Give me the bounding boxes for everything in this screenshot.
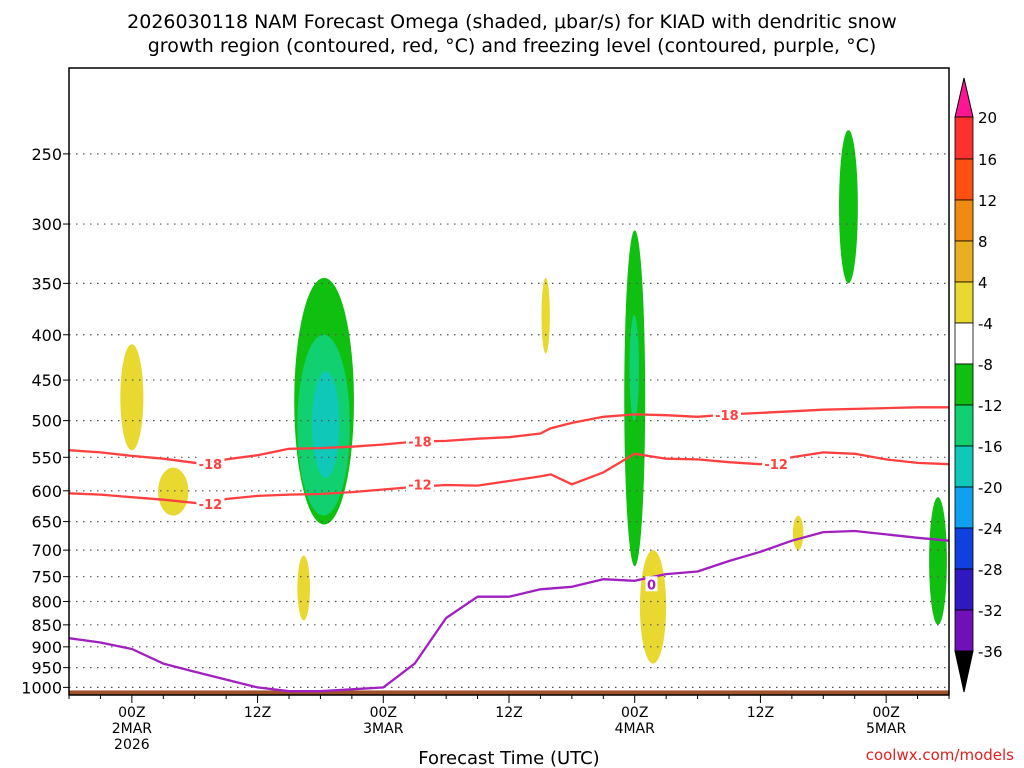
x-tick-label-2-2: 3MAR [363, 721, 404, 737]
y-tick-label-700: 700 [31, 541, 62, 560]
colorbar-tick-13: -36 [978, 643, 1003, 661]
y-tick-label-850: 850 [31, 616, 62, 635]
colorbar-segment-0 [954, 116, 974, 160]
y-tick-label-450: 450 [31, 371, 62, 390]
y-tick-label-950: 950 [31, 659, 62, 678]
colorbar-segment-6 [954, 363, 974, 406]
contour-label-1: -18 [408, 436, 432, 451]
x-tick-label-4-1: 00Z [621, 705, 648, 721]
contour-line-2 [68, 529, 950, 693]
chart-title-line1: 2026030118 NAM Forecast Omega (shaded, μ… [127, 11, 897, 33]
omega-region-4 [629, 315, 639, 421]
contour-label-6: 0 [647, 578, 656, 593]
contour-label-bg-0 [196, 456, 225, 472]
omega-region-7 [120, 344, 144, 451]
colorbar-segment-12 [954, 609, 974, 652]
contour-label-2: -18 [715, 409, 739, 424]
plot-frame [68, 67, 950, 696]
colorbar-tick-3: 8 [978, 233, 988, 251]
colorbar-segment-11 [954, 568, 974, 611]
ground-band [69, 690, 949, 695]
colorbar-segment-3 [954, 240, 974, 283]
colorbar-tick-0: 20 [978, 109, 997, 127]
y-tick-label-500: 500 [31, 412, 62, 431]
colorbar-segment-8 [954, 445, 974, 488]
y-tick-label-750: 750 [31, 568, 62, 587]
contour-label-bg-3 [196, 496, 225, 512]
omega-shading [120, 130, 947, 664]
x-tick-label-2-1: 00Z [370, 705, 397, 721]
omega-region-12 [792, 515, 804, 551]
x-tick-label-0-2: 2MAR [112, 721, 153, 737]
colorbar-segment-9 [954, 486, 974, 529]
temperature-contours [68, 406, 950, 693]
colorbar-tick-2: 12 [978, 192, 997, 210]
omega-region-9 [297, 555, 310, 621]
colorbar-tick-11: -28 [978, 561, 1003, 579]
y-tick-label-1000: 1000 [21, 678, 62, 697]
colorbar-segment-2 [954, 199, 974, 242]
omega-region-5 [839, 130, 858, 284]
x-tick-label-0-1: 00Z [118, 705, 145, 721]
contour-label-0: -18 [199, 458, 223, 473]
colorbar-tick-8: -16 [978, 438, 1003, 456]
grid-lines [69, 153, 949, 688]
y-tick-label-600: 600 [31, 482, 62, 501]
omega-region-2 [312, 371, 340, 478]
contour-label-bg-2 [712, 407, 741, 423]
colorbar-tick-10: -24 [978, 520, 1003, 538]
credit-text: coolwx.com/models [866, 746, 1014, 764]
colorbar-top-arrow [954, 77, 974, 118]
contour-label-4: -12 [408, 478, 432, 493]
colorbar-tick-5: -4 [978, 315, 993, 333]
y-tick-label-900: 900 [31, 638, 62, 657]
y-tick-label-350: 350 [31, 274, 62, 293]
colorbar: 20 16 12 8 4 -4 -8 -12 -16 -20 -24 -28 -32 -36 [954, 77, 1003, 693]
colorbar-segment-10 [954, 527, 974, 570]
contour-label-bg-6 [645, 576, 658, 592]
contour-label-5: -12 [764, 458, 788, 473]
omega-region-10 [541, 277, 550, 354]
x-axis-label: Forecast Time (UTC) [418, 748, 599, 768]
y-tick-label-250: 250 [31, 145, 62, 164]
colorbar-tick-7: -12 [978, 397, 1003, 415]
colorbar-tick-4: 4 [978, 274, 988, 292]
x-tick-label-0-3: 2026 [114, 737, 150, 753]
ground-surface [69, 690, 949, 695]
colorbar-tick-9: -20 [978, 479, 1003, 497]
y-axis: 250 300 350 400 450 500 550 600 650 700 750 800 850 9… [21, 145, 69, 697]
contour-labels: -18 -18 -18 -12 -12 -12 0 [196, 407, 791, 593]
x-tick-label-1-1: 12Z [244, 705, 271, 721]
contour-label-bg-1 [405, 433, 434, 449]
omega-region-6 [929, 497, 947, 625]
colorbar-segment-1 [954, 158, 974, 201]
contour-line-0 [68, 406, 949, 466]
omega-region-8 [158, 467, 189, 516]
y-tick-label-550: 550 [31, 448, 62, 467]
x-tick-label-3-1: 12Z [495, 705, 522, 721]
y-tick-label-300: 300 [31, 215, 62, 234]
contour-label-3: -12 [199, 498, 223, 513]
colorbar-segment-7 [954, 404, 974, 447]
y-tick-label-400: 400 [31, 326, 62, 345]
colorbar-tick-1: 16 [978, 151, 997, 169]
y-tick-label-650: 650 [31, 513, 62, 532]
colorbar-bottom-arrow [954, 650, 974, 693]
x-tick-label-4-2: 4MAR [615, 721, 656, 737]
colorbar-segment-5 [954, 322, 974, 365]
contour-label-bg-5 [762, 456, 791, 472]
x-tick-label-5-1: 12Z [747, 705, 774, 721]
colorbar-tick-12: -32 [978, 602, 1003, 620]
y-tick-label-800: 800 [31, 593, 62, 612]
x-tick-label-6-2: 5MAR [866, 721, 907, 737]
colorbar-segment-4 [954, 281, 974, 324]
colorbar-tick-6: -8 [978, 356, 993, 374]
x-tick-label-6-1: 00Z [872, 705, 899, 721]
chart-title-line2: growth region (contoured, red, °C) and f… [148, 35, 877, 57]
contour-label-bg-4 [405, 476, 434, 492]
